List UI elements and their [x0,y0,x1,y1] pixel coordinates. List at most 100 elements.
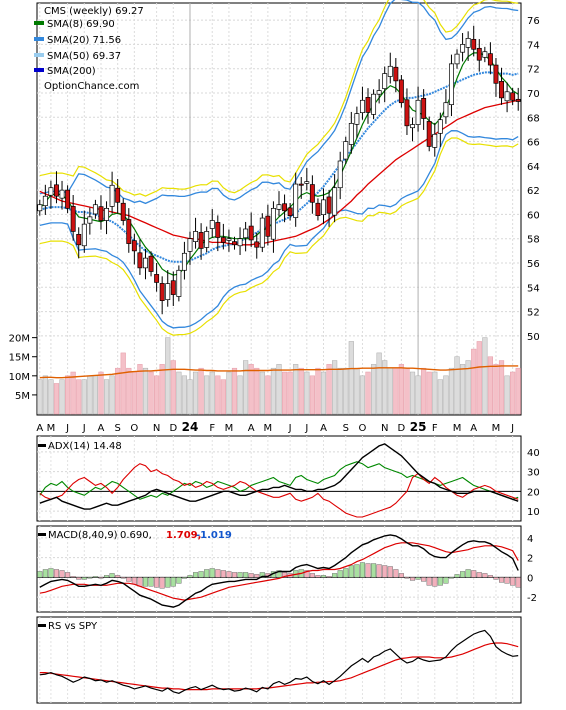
macd-histogram-bar [320,575,327,578]
macd-histogram-bar [426,577,432,586]
x-tick-label: A [248,423,255,434]
macd-histogram-bar [109,573,115,578]
volume-bar [165,337,171,415]
volume-bar [354,367,360,415]
price-y-tick-label: 50 [527,332,540,343]
macd-histogram-bar [120,577,126,579]
price-y-tick-label: 54 [527,283,540,294]
candle-body [220,237,226,243]
macd-histogram-bar [304,570,310,578]
macd-histogram-bar [276,570,282,578]
volume-bar [37,379,43,415]
adx-y-tick-label: 20 [527,487,540,498]
candle-body [193,231,199,242]
candle-body [359,99,365,114]
candle-body [404,99,410,127]
volume-bar [276,364,282,415]
macd-histogram-bar [226,571,232,578]
candle-body [276,204,282,210]
volume-bar [131,371,137,415]
candle-body [326,196,332,214]
candle-body [254,241,260,248]
macd-histogram-bar [337,570,343,578]
macd-histogram-bar [348,565,354,578]
candle-body [248,225,254,241]
macd-label-swatch [38,533,46,536]
volume-bar [65,375,71,415]
macd-histogram-bar [409,577,416,581]
macd-panel: 4 2 0 -2 [36,525,537,613]
x-tick-label: J [288,423,292,434]
volume-bar [359,375,366,415]
macd-value: 0.690, [120,530,152,541]
candle-body [471,38,477,50]
candle-body [143,257,148,269]
macd-histogram-bar [76,577,82,580]
macd-histogram-bar [415,577,421,580]
volume-bar [92,375,99,415]
lower-envelope-line [39,137,519,336]
rs-label-swatch [38,624,46,627]
price-y-tick-label: 60 [527,210,540,221]
macd-histogram-bar [282,572,288,578]
candle-body [270,208,276,240]
volume-bar [304,371,310,415]
x-tick-label: S [343,423,349,434]
macd-histogram-bar [393,569,399,578]
volume-bar [170,360,176,415]
sma20-line [39,71,519,263]
volume-bar [493,364,499,415]
candle-body [287,207,293,216]
volume-bar [270,367,277,415]
macd-histogram-bar [332,573,338,578]
candle-body [421,97,427,119]
macd-histogram-bar [510,577,516,586]
volume-bar [59,379,65,415]
candle-body [159,283,165,301]
volume-bar [404,367,410,415]
volume-bar [243,360,249,415]
price-y-tick-label: 52 [527,308,540,319]
candle-body [87,216,93,224]
volume-bar [115,367,121,415]
volume-bar [81,379,87,415]
volume-sma-line [39,365,519,379]
x-tick-label: M [47,423,56,434]
macd-histogram-bar [309,573,315,578]
volume-bar [393,367,399,415]
macd-histogram-bar [142,577,149,587]
candle-body [510,92,516,101]
candle-body [426,121,432,147]
macd-histogram-bar [243,572,249,578]
price-y-tick-label: 76 [527,16,540,27]
candle-body [465,38,471,48]
volume-bar [198,367,204,415]
candle-body [187,238,193,252]
candle-body [393,66,399,82]
price-title: CMS (weekly) 69.27 [44,6,144,17]
macd-histogram-bar [148,577,154,587]
macd-histogram-bar [404,577,410,579]
candle-body [54,184,59,197]
macd-histogram-bar [326,576,332,578]
macd-histogram-bar [365,563,371,578]
legend-sma200-label: SMA(200) [47,66,96,77]
macd-histogram-bar [131,577,137,585]
candle-body [165,283,171,301]
macd-histogram-bar [115,575,121,578]
macd-histogram-bar [343,568,349,578]
volume-bar [148,371,154,415]
macd-histogram-bar [215,569,221,578]
macd-signal-value: 1.709, [166,530,201,541]
volume-bar [326,364,332,415]
macd-histogram-bar [487,575,493,578]
adx-y-tick-label: 30 [527,468,540,479]
macd-histogram-bar [259,572,265,578]
candle-body [92,204,98,215]
candle-body [48,187,54,196]
volume-bar [120,352,126,415]
price-y-tick-label: 74 [527,40,540,51]
candle-body [109,184,115,207]
x-tick-label: D [398,423,406,434]
volume-bar [365,371,371,415]
